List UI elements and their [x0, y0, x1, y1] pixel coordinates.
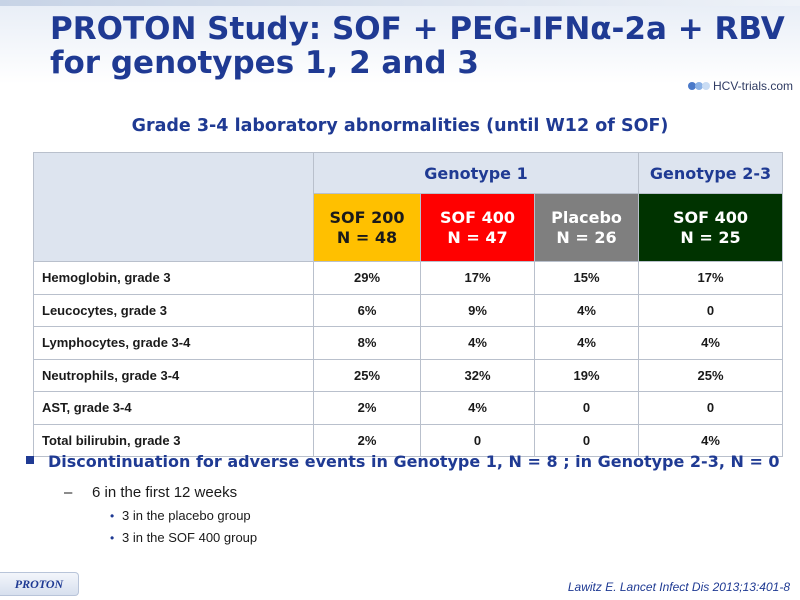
logo-text: HCV-trials.com — [713, 79, 794, 93]
cell-value: 0 — [533, 423, 640, 457]
table-row: Leucocytes, grade 3 6% 9% 4% 0 — [33, 293, 784, 327]
slide-title-line-2: for genotypes 1, 2 and 3 — [50, 45, 479, 81]
dash-bullet-icon: – — [64, 484, 73, 501]
cell-value: 32% — [420, 358, 535, 392]
genotype-2-3-header: Genotype 2-3 — [638, 152, 784, 194]
cell-value: 0 — [638, 391, 784, 425]
bullet-sub-item: • 3 in the SOF 400 group — [110, 530, 257, 545]
cell-value: 9% — [420, 293, 535, 327]
group-name: SOF 400 — [673, 207, 749, 227]
genotype-1-header: Genotype 1 — [312, 152, 640, 194]
cell-value: 15% — [533, 261, 640, 295]
row-label: Hemoglobin, grade 3 — [33, 261, 314, 295]
slide-title: PROTON Study: SOF + PEG-IFNα-2a + RBV fo… — [50, 11, 785, 81]
cell-value: 4% — [638, 423, 784, 457]
bullet-sub: – 6 in the first 12 weeks — [64, 484, 237, 501]
cell-value: 4% — [533, 293, 640, 327]
cell-value: 2% — [313, 423, 421, 457]
row-label: AST, grade 3-4 — [33, 391, 314, 425]
genotype-header-row: Genotype 1 Genotype 2-3 — [33, 152, 784, 262]
table-corner-cell — [33, 152, 314, 262]
row-label: Neutrophils, grade 3-4 — [33, 358, 314, 392]
cell-value: 2% — [313, 391, 421, 425]
cell-value: 17% — [638, 261, 784, 295]
group-header-sof200-g1: SOF 200 N = 48 — [313, 193, 421, 262]
cell-value: 25% — [638, 358, 784, 392]
row-label: Total bilirubin, grade 3 — [33, 423, 314, 457]
cell-value: 4% — [533, 326, 640, 360]
cell-value: 6% — [313, 293, 421, 327]
cell-value: 25% — [313, 358, 421, 392]
group-header-sof400-g1: SOF 400 N = 47 — [420, 193, 535, 262]
treatment-group-row: SOF 200 N = 48 SOF 400 N = 47 Placebo N … — [34, 193, 784, 262]
group-name: Placebo — [551, 207, 622, 227]
group-n: N = 25 — [680, 227, 741, 247]
table-row: Hemoglobin, grade 3 29% 17% 15% 17% — [33, 261, 784, 295]
square-bullet-icon — [26, 456, 34, 464]
group-name: SOF 400 — [439, 207, 516, 227]
cell-value: 0 — [638, 293, 784, 327]
dot-bullet-icon: • — [110, 509, 115, 523]
bullet-main: Discontinuation for adverse events in Ge… — [26, 452, 780, 471]
cell-value: 0 — [533, 391, 640, 425]
group-n: N = 26 — [556, 227, 617, 247]
table-row: Lymphocytes, grade 3-4 8% 4% 4% 4% — [33, 326, 784, 360]
proton-study-tag: PROTON — [0, 572, 79, 596]
cell-value: 4% — [638, 326, 784, 360]
title-band — [0, 0, 800, 84]
row-label: Lymphocytes, grade 3-4 — [33, 326, 314, 360]
group-name: SOF 200 — [329, 207, 405, 227]
lab-abnormalities-table: Genotype 1 Genotype 2-3 SOF 200 N = 48 S… — [33, 152, 784, 457]
cell-value: 19% — [533, 358, 640, 392]
bullet-sub-item: • 3 in the placebo group — [110, 508, 251, 523]
title-accent-bar — [0, 0, 800, 6]
slide-title-line-1: PROTON Study: SOF + PEG-IFNα-2a + RBV — [50, 11, 785, 47]
dot-bullet-icon: • — [110, 531, 115, 545]
cell-value: 29% — [313, 261, 421, 295]
bullet-sub-text: 6 in the first 12 weeks — [92, 484, 238, 501]
cell-value: 17% — [420, 261, 535, 295]
logo-circles-icon — [688, 80, 710, 92]
bullet-main-text: Discontinuation for adverse events in Ge… — [48, 452, 780, 471]
group-header-placebo-g1: Placebo N = 26 — [533, 193, 640, 262]
citation-reference: Lawitz E. Lancet Infect Dis 2013;13:401-… — [567, 580, 790, 594]
group-header-sof400-g23: SOF 400 N = 25 — [638, 193, 784, 262]
cell-value: 0 — [420, 423, 535, 457]
cell-value: 4% — [420, 391, 535, 425]
row-label: Leucocytes, grade 3 — [33, 293, 314, 327]
hcv-trials-logo: HCV-trials.com — [688, 77, 793, 95]
table-row: Total bilirubin, grade 3 2% 0 0 4% — [33, 423, 784, 457]
cell-value: 8% — [313, 326, 421, 360]
table-row: Neutrophils, grade 3-4 25% 32% 19% 25% — [33, 358, 784, 392]
cell-value: 4% — [420, 326, 535, 360]
table-body: Hemoglobin, grade 3 29% 17% 15% 17% Leuc… — [33, 261, 784, 457]
group-n: N = 48 — [336, 227, 398, 247]
group-n: N = 47 — [447, 227, 508, 247]
bullet-sub-item-text: 3 in the SOF 400 group — [122, 530, 258, 545]
bullet-sub-item-text: 3 in the placebo group — [122, 508, 251, 523]
table-subtitle: Grade 3-4 laboratory abnormalities (unti… — [131, 116, 669, 136]
table-row: AST, grade 3-4 2% 4% 0 0 — [33, 391, 784, 425]
